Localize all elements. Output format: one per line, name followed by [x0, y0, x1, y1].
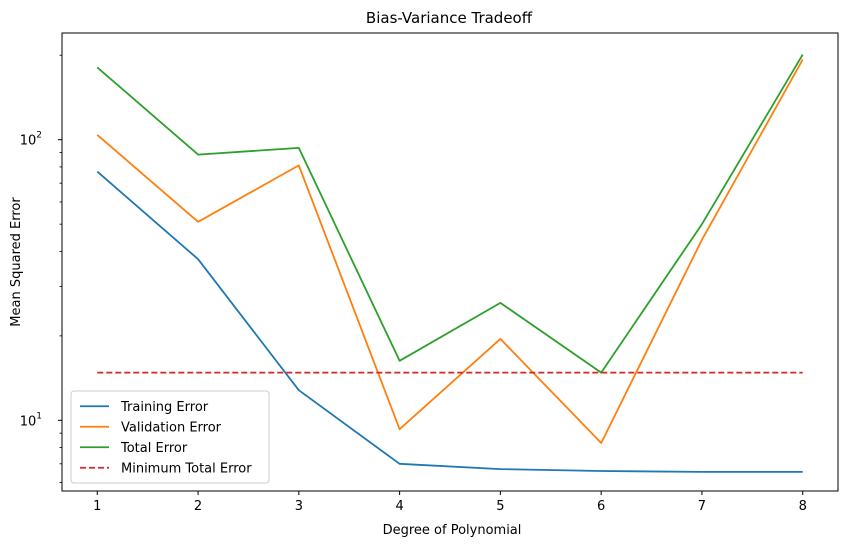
plot-frame — [61, 32, 839, 492]
legend-label: Training Error — [120, 400, 209, 415]
x-tick-label: 8 — [799, 499, 807, 514]
legend: Training Error Validation Error Total Erro… — [70, 390, 270, 484]
x-tick-label: 2 — [194, 499, 202, 514]
axes: 1 2 3 4 5 6 7 8 101 102 — [20, 32, 839, 514]
x-tick-label: 4 — [395, 499, 403, 514]
legend-box — [70, 390, 270, 484]
legend-label: Total Error — [120, 441, 188, 456]
series-line-3 — [96, 54, 804, 374]
y-axis-label: Mean Squared Error — [9, 197, 24, 327]
chart-title: Bias-Variance Tradeoff — [366, 9, 533, 27]
series-line-1 — [96, 170, 803, 473]
x-tick-label: 7 — [698, 499, 706, 514]
x-tick-label: 5 — [496, 499, 504, 514]
series-line-2 — [96, 59, 804, 444]
x-tick-label: 3 — [295, 499, 303, 514]
legend-label: Validation Error — [121, 420, 222, 435]
x-tick-label: 1 — [93, 499, 101, 514]
x-axis-label: Degree of Polynomial — [383, 523, 522, 538]
plot-area — [96, 54, 804, 473]
x-tick-label: 6 — [597, 499, 605, 514]
y-tick-label: 101 — [20, 411, 42, 429]
legend-label: Minimum Total Error — [121, 461, 252, 476]
y-tick-label: 102 — [20, 131, 42, 149]
